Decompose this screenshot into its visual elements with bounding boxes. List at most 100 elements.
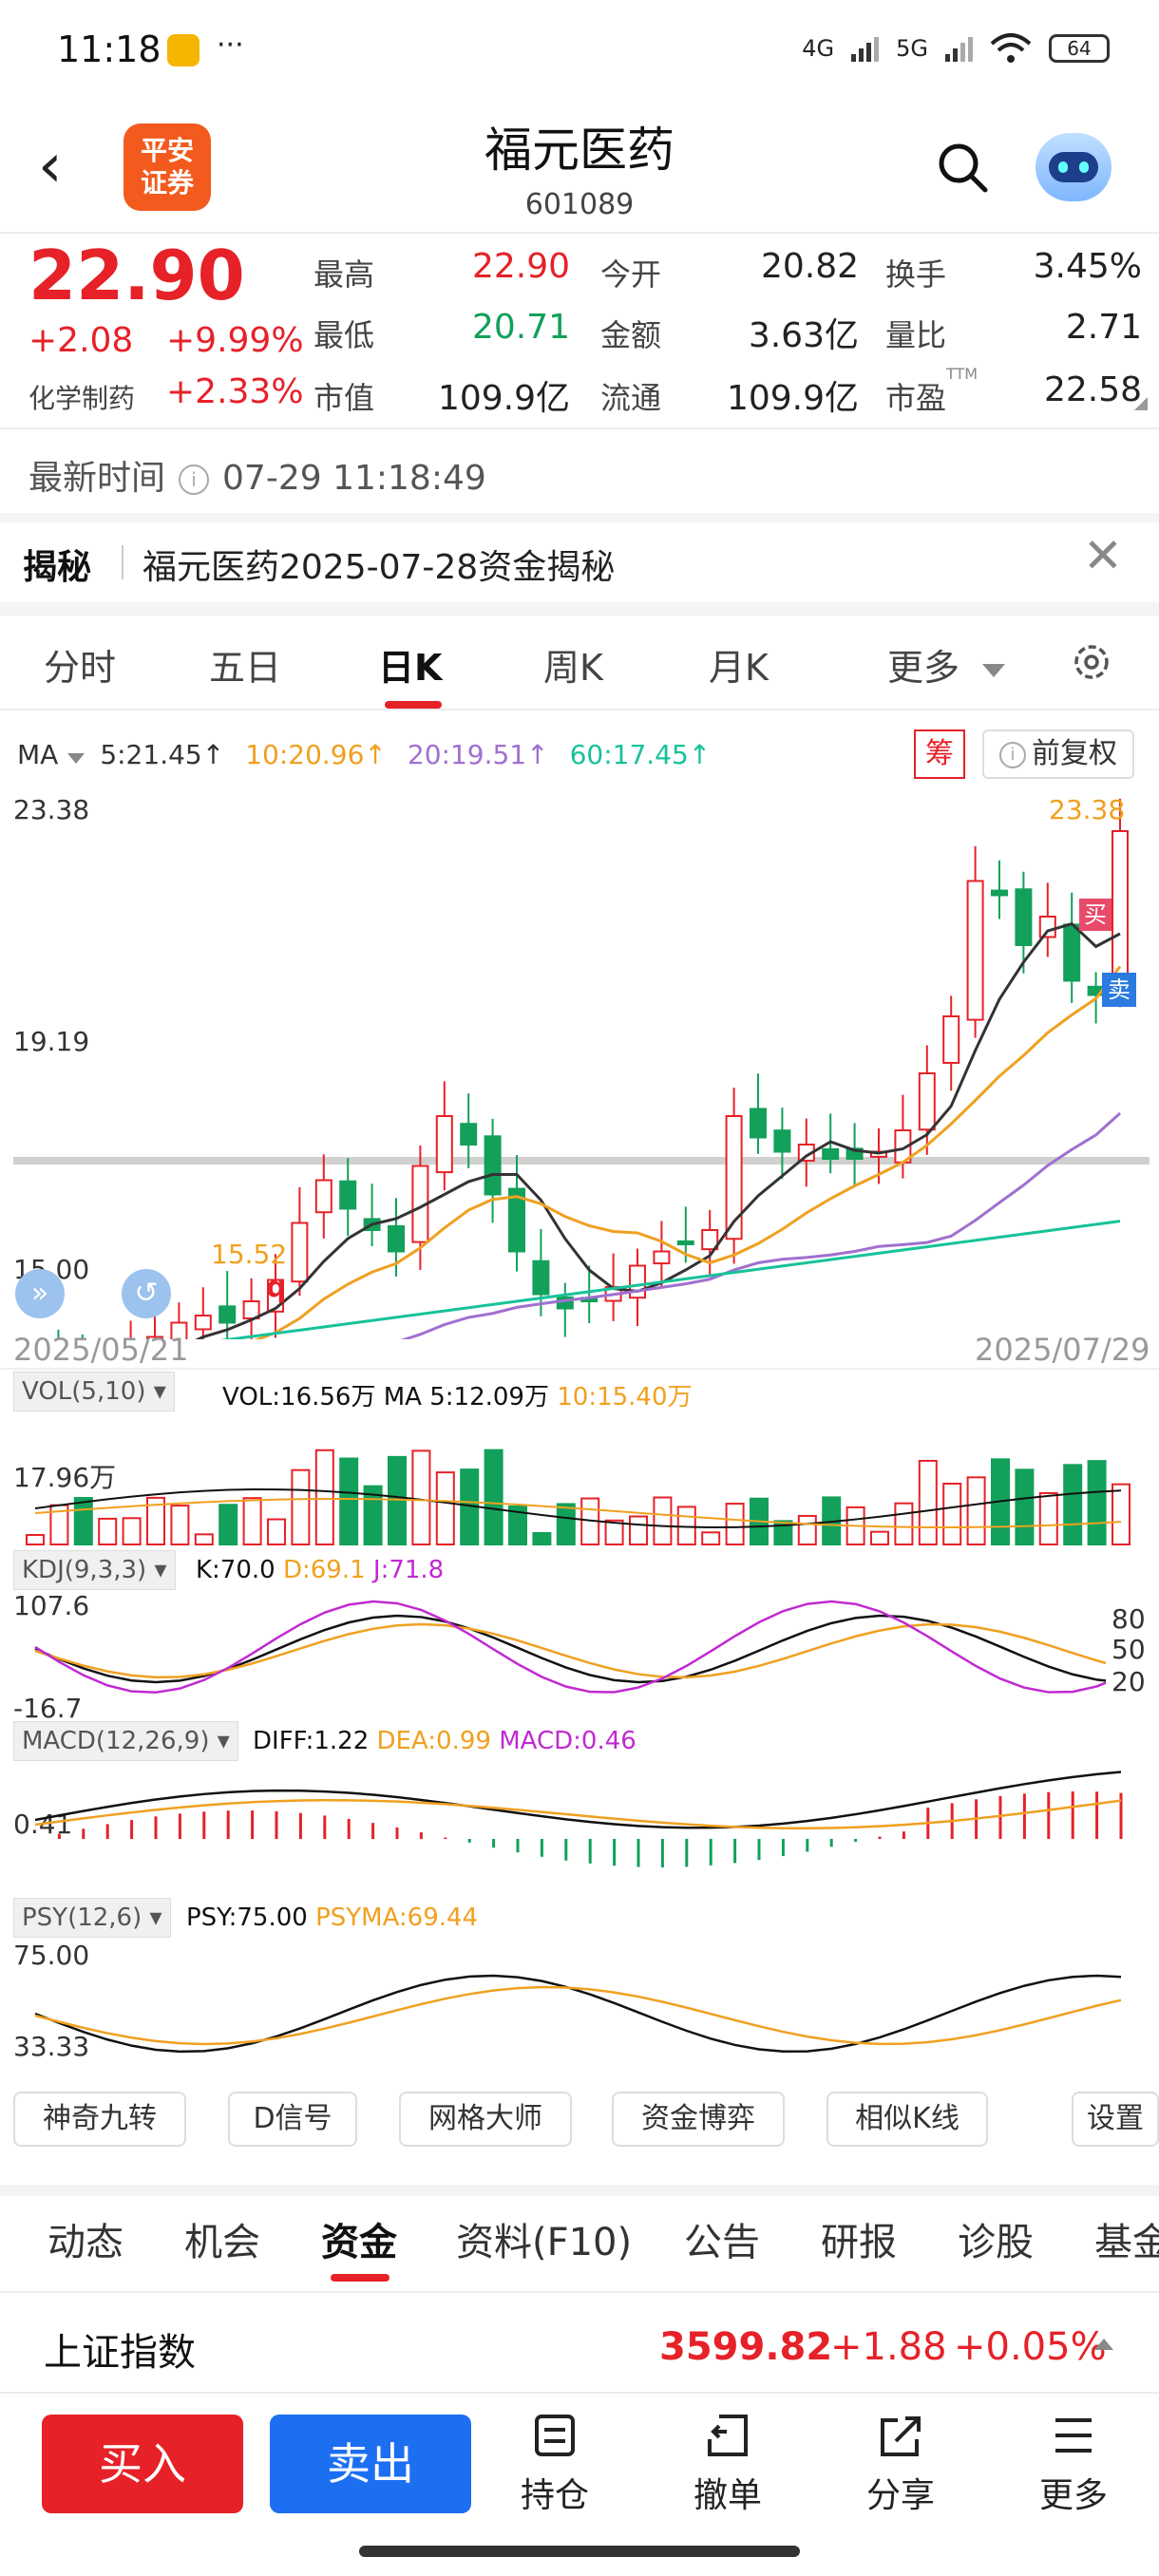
kdj-ref-20: 20 (1112, 1666, 1146, 1697)
action-share[interactable]: 分享 (844, 2413, 958, 2517)
tab-five-day[interactable]: 五日 (209, 647, 282, 689)
candle-body (676, 1240, 694, 1245)
ma-legend[interactable]: MA 5:21.45↑ 10:20.96↑ 20:19.51↑ 60:17.45↑ (17, 739, 732, 770)
index-name[interactable]: 上证指数 (44, 2331, 196, 2375)
info-icon[interactable]: i (179, 464, 210, 495)
action-positions[interactable]: 持仓 (498, 2413, 612, 2517)
bottom-tab-indicator (331, 2274, 390, 2282)
tab-diagnosis[interactable]: 诊股 (958, 2221, 1034, 2264)
buy-signal-mark[interactable]: 买 (1079, 899, 1112, 931)
psy-values: PSY:75.00 PSYMA:69.44 (186, 1904, 478, 1932)
tab-fund[interactable]: 基金 (1094, 2221, 1159, 2264)
broker-logo[interactable]: 平安 证券 (124, 123, 211, 211)
tool-d-signal[interactable]: D信号 (228, 2092, 357, 2147)
expand-corner-icon[interactable] (1134, 397, 1148, 410)
tool-settings[interactable]: 设置 (1072, 2092, 1159, 2147)
tool-grid-master[interactable]: 网格大师 (399, 2092, 572, 2147)
industry-name[interactable]: 化学制药 (28, 383, 136, 414)
close-icon[interactable]: ✕ (1083, 528, 1123, 583)
settings-gear-icon[interactable] (1070, 640, 1113, 684)
candle-body (218, 1305, 237, 1324)
tab-announcements[interactable]: 公告 (684, 2221, 760, 2264)
tab-daily-k[interactable]: 日K (378, 647, 443, 689)
buy-button[interactable]: 买入 (42, 2415, 243, 2513)
macd-indicator-selector[interactable]: MACD(12,26,9) ▾ (13, 1721, 238, 1761)
action-more[interactable]: 更多 (1016, 2413, 1130, 2517)
volume-bar (411, 1449, 431, 1545)
positions-label: 持仓 (520, 2476, 589, 2515)
vol-main: VOL:16.56万 (222, 1383, 376, 1411)
index-divider (0, 2392, 1159, 2394)
chevron-up-icon[interactable] (1094, 2339, 1113, 2350)
kdj-chart[interactable] (13, 1592, 1106, 1719)
tab-weekly-k[interactable]: 周K (543, 647, 603, 689)
chip-distribution-button[interactable]: 筹 (914, 729, 965, 779)
status-more-dots: ··· (217, 28, 244, 62)
logo-line-2: 证券 (140, 167, 194, 199)
section-gap-3 (0, 2185, 1159, 2196)
tab-opportunity[interactable]: 机会 (184, 2221, 260, 2264)
back-button[interactable]: ‹ (38, 131, 63, 201)
candle-body (314, 1179, 332, 1214)
reveal-tag: 揭秘 (23, 548, 92, 587)
sell-button[interactable]: 卖出 (270, 2415, 471, 2513)
wifi-icon (990, 33, 1032, 63)
tab-more[interactable]: 更多 (887, 638, 1006, 691)
action-cancel-order[interactable]: 撤单 (671, 2413, 785, 2517)
tab-research[interactable]: 研报 (821, 2221, 897, 2264)
expand-left-icon[interactable]: » (15, 1269, 65, 1318)
reset-zoom-icon[interactable]: ↺ (122, 1269, 171, 1318)
candle-body (701, 1229, 719, 1251)
volume-bar (339, 1457, 359, 1545)
psy-chart[interactable] (13, 1938, 1150, 2071)
float-cap-value: 109.9亿 (726, 379, 859, 418)
pe-ttm-tag: TTM (946, 365, 978, 383)
candlestick-chart[interactable] (13, 788, 1150, 1339)
tab-more-label: 更多 (887, 647, 960, 689)
index-value: 3599.82 (659, 2325, 833, 2369)
volume-bar (1038, 1491, 1058, 1545)
stock-code: 601089 (524, 188, 635, 221)
tool-similar-k[interactable]: 相似K线 (826, 2092, 988, 2147)
adjust-mode-button[interactable]: i 前复权 (982, 729, 1134, 779)
tab-funds[interactable]: 资金 (321, 2221, 397, 2264)
reveal-link[interactable]: 福元医药2025-07-28资金揭秘 (142, 548, 616, 587)
latest-time-row: 最新时间 i 07-29 11:18:49 (28, 450, 486, 500)
volume-chart[interactable] (13, 1413, 1150, 1546)
vol-indicator-selector[interactable]: VOL(5,10) ▾ (13, 1372, 175, 1411)
volume-bar (122, 1517, 142, 1545)
volume-bar (1063, 1464, 1083, 1546)
active-tab-indicator (385, 701, 442, 709)
candle-body (1015, 888, 1033, 946)
chevron-down-icon (982, 663, 1006, 677)
positions-icon (535, 2415, 575, 2456)
more-label: 更多 (1038, 2476, 1108, 2515)
psy-indicator-selector[interactable]: PSY(12,6) ▾ (13, 1898, 171, 1938)
assistant-robot-icon[interactable] (1036, 133, 1112, 201)
tab-monthly-k[interactable]: 月K (709, 647, 769, 689)
bottom-tabs-divider (0, 2291, 1159, 2293)
logo-line-1: 平安 (140, 135, 194, 166)
psy-y-top: 75.00 (13, 1940, 90, 1971)
network-5g-label: 5G (896, 35, 928, 62)
quote-divider (0, 427, 1159, 429)
candle-body (773, 1129, 791, 1153)
macd-chart[interactable] (13, 1763, 1150, 1896)
kdj-indicator-selector[interactable]: KDJ(9,3,3) ▾ (13, 1550, 176, 1590)
chart-tabs-divider (0, 709, 1159, 710)
volume-bar (194, 1533, 214, 1546)
volume-bar (894, 1502, 914, 1545)
volume-bar (26, 1534, 45, 1545)
search-icon[interactable] (936, 141, 989, 194)
kchart-q-mark: q (266, 1271, 287, 1304)
tool-magic-nine[interactable]: 神奇九转 (13, 2092, 186, 2147)
tab-intraday[interactable]: 分时 (44, 647, 117, 689)
vol-y-label: 17.96万 (13, 1462, 117, 1493)
tool-fund-game[interactable]: 资金博弈 (612, 2092, 785, 2147)
turnover-value: 3.45% (1033, 247, 1142, 286)
candle-body (750, 1108, 767, 1139)
sell-signal-mark[interactable]: 卖 (1102, 973, 1136, 1007)
tab-f10[interactable]: 资料(F10) (456, 2221, 633, 2264)
tab-news[interactable]: 动态 (48, 2221, 124, 2264)
cancel-order-icon (708, 2415, 748, 2456)
